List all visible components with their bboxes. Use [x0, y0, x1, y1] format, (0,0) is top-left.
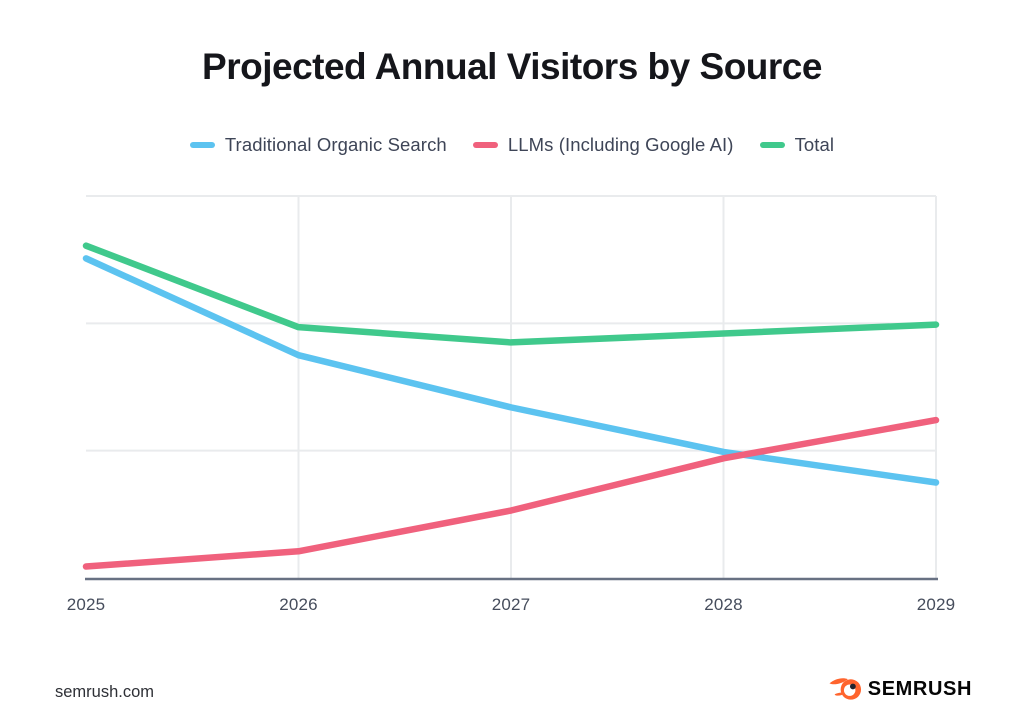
footer-site-text: semrush.com: [55, 683, 155, 701]
x-axis-tick: 2028: [704, 595, 743, 614]
legend-label: Total: [794, 134, 835, 155]
legend-label: Traditional Organic Search: [224, 134, 447, 155]
legend-item-llms: LLMs (Including Google AI): [472, 134, 734, 156]
legend-marker-pink: [472, 142, 498, 148]
legend: Traditional Organic Search LLMs (Includi…: [0, 134, 1024, 156]
legend-label: LLMs (Including Google AI): [507, 134, 734, 155]
x-axis-tick: 2029: [916, 595, 956, 614]
semrush-wordmark: SEMRUSH: [867, 677, 972, 700]
legend-item-traditional-organic-search: Traditional Organic Search: [189, 134, 447, 156]
legend-marker-blue: [189, 142, 215, 148]
x-axis: 2025 2026 2027 2028 2029: [0, 595, 1024, 619]
chart-title: Projected Annual Visitors by Source: [202, 46, 822, 87]
x-axis-tick: 2025: [66, 595, 106, 614]
legend-item-total: Total: [759, 134, 835, 156]
semrush-logo: SEMRUSH: [829, 674, 972, 704]
x-axis-tick: 2027: [491, 595, 531, 614]
legend-marker-green: [759, 142, 785, 148]
semrush-flame-icon: [829, 678, 861, 700]
x-axis-tick: 2026: [279, 595, 318, 614]
